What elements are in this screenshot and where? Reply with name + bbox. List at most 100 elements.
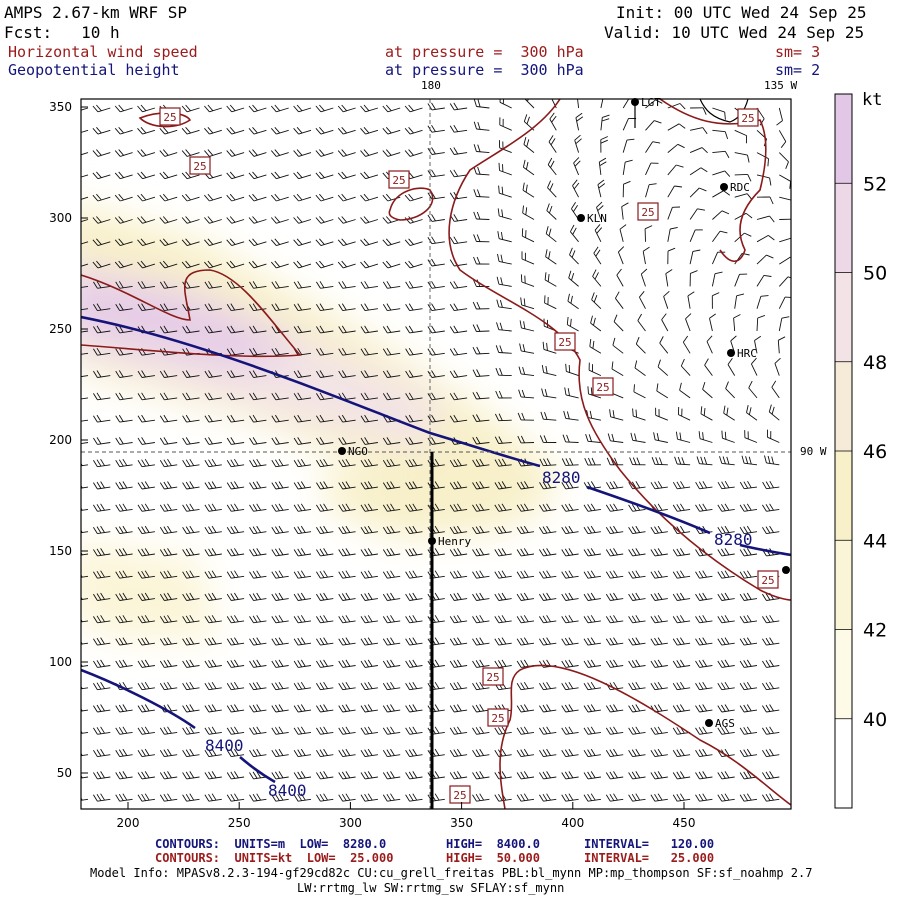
wind-barb-feather bbox=[141, 481, 146, 489]
wind-barb-feather bbox=[501, 209, 504, 217]
wind-barb bbox=[588, 393, 602, 399]
wind-barb bbox=[164, 776, 178, 780]
wind-barb-feather bbox=[345, 615, 351, 623]
station-label: RDC bbox=[730, 181, 750, 194]
wind-barb-feather bbox=[405, 683, 410, 690]
wind-barb bbox=[522, 235, 535, 243]
wind-barb-feather bbox=[412, 458, 418, 466]
wind-barb-feather bbox=[453, 124, 459, 132]
wind-barb-feather bbox=[564, 504, 570, 512]
wind-barb-feather bbox=[341, 303, 347, 311]
wind-barb-feather bbox=[337, 172, 344, 179]
wind-barb-feather bbox=[100, 481, 105, 489]
wind-barb bbox=[81, 129, 89, 133]
wind-barb-feather bbox=[208, 504, 213, 512]
wind-barb-feather bbox=[539, 727, 544, 735]
wind-barb-feather bbox=[185, 593, 191, 601]
wind-barb bbox=[231, 575, 245, 579]
init-time: Init: 00 UTC Wed 24 Sep 25 bbox=[616, 3, 867, 22]
wind-barb-feather bbox=[746, 525, 752, 533]
wind-barb-feather bbox=[185, 570, 191, 578]
wind-barb-feather bbox=[765, 593, 771, 601]
wind-barb bbox=[320, 442, 334, 445]
wind-barb bbox=[97, 798, 111, 802]
wind-barb-feather bbox=[185, 414, 191, 422]
wind-barb-feather bbox=[525, 207, 528, 215]
wind-barb-feather bbox=[71, 416, 75, 422]
wind-barb bbox=[587, 508, 601, 512]
wind-barb-feather bbox=[274, 216, 281, 223]
wind-barb-feather bbox=[613, 548, 618, 556]
wind-barb-feather bbox=[743, 637, 749, 645]
wind-barb bbox=[97, 352, 111, 356]
wind-barb bbox=[298, 330, 312, 334]
wind-barb bbox=[756, 235, 769, 243]
wind-barb-feather bbox=[457, 615, 462, 623]
wind-barb-feather bbox=[252, 149, 258, 156]
wind-barb-feather bbox=[382, 128, 389, 135]
wind-barb bbox=[431, 553, 445, 557]
wind-barb-feather bbox=[270, 128, 277, 135]
wind-barb-feather bbox=[93, 549, 98, 557]
wind-barb-feather bbox=[114, 150, 121, 157]
wind-barb-feather bbox=[341, 281, 347, 289]
wind-barb bbox=[141, 754, 155, 758]
wind-barb-feather bbox=[676, 637, 682, 645]
wind-barb-feather bbox=[93, 727, 98, 735]
wind-barb-feather bbox=[453, 147, 459, 155]
wind-barb bbox=[186, 285, 200, 289]
wind-barb-feather bbox=[494, 526, 500, 534]
wind-barb bbox=[141, 687, 155, 691]
wind-barb-feather bbox=[700, 167, 708, 173]
wind-barb-feather bbox=[685, 313, 692, 320]
wind-barb-feather bbox=[252, 704, 258, 712]
wind-barb-feather bbox=[404, 239, 411, 246]
wind-barb-feather bbox=[345, 592, 351, 600]
wind-barb-feather bbox=[249, 794, 254, 802]
wind-barb-feather bbox=[75, 549, 79, 556]
wind-barb-feather bbox=[319, 481, 325, 489]
wind-barb-feather bbox=[498, 458, 503, 467]
wind-barb-feather bbox=[390, 771, 395, 779]
wind-barb-feather bbox=[118, 149, 125, 156]
wind-barb bbox=[186, 486, 200, 490]
wind-barb-feather bbox=[364, 325, 369, 333]
wind-barb-feather bbox=[256, 570, 262, 578]
wind-barb-feather bbox=[408, 637, 414, 645]
wind-barb-feather bbox=[293, 638, 299, 646]
wind-barb-feather bbox=[680, 481, 685, 489]
wind-barb-feather bbox=[137, 128, 143, 135]
wind-barb bbox=[164, 397, 178, 401]
wind-barb bbox=[81, 107, 89, 111]
wind-barb-feather bbox=[405, 638, 410, 646]
wind-barb-feather bbox=[319, 303, 325, 311]
wind-barb-feather bbox=[92, 194, 99, 202]
wind-barb bbox=[656, 390, 669, 399]
wind-barb-feather bbox=[137, 370, 143, 378]
wind-barb-feather bbox=[234, 726, 239, 734]
wind-barb-feather bbox=[338, 571, 344, 579]
wind-barb-feather bbox=[609, 593, 615, 601]
wind-barb-feather bbox=[341, 526, 347, 534]
wind-barb-feather bbox=[676, 615, 682, 623]
wind-barb bbox=[320, 553, 334, 557]
wind-barb bbox=[431, 508, 445, 512]
wind-barb-feather bbox=[539, 638, 544, 646]
wind-barb-feather bbox=[226, 370, 232, 378]
wind-barb-feather bbox=[137, 105, 143, 113]
wind-barb-feather bbox=[592, 340, 595, 349]
wind-barb bbox=[141, 598, 155, 601]
wind-barb-feather bbox=[605, 571, 611, 579]
wind-barb-feather bbox=[167, 458, 172, 466]
wind-barb-feather bbox=[498, 413, 503, 421]
wind-barb-feather bbox=[434, 771, 440, 779]
wind-barb-feather bbox=[385, 104, 392, 112]
wind-barb-feather bbox=[593, 246, 599, 254]
wind-barb bbox=[454, 129, 468, 133]
wind-barb-feather bbox=[650, 526, 656, 534]
wind-barb-feather bbox=[609, 771, 615, 779]
wind-barb-feather bbox=[159, 370, 165, 378]
wind-barb-feather bbox=[226, 437, 232, 445]
wind-barb-feather bbox=[562, 434, 567, 443]
wind-barb-feather bbox=[412, 771, 418, 779]
